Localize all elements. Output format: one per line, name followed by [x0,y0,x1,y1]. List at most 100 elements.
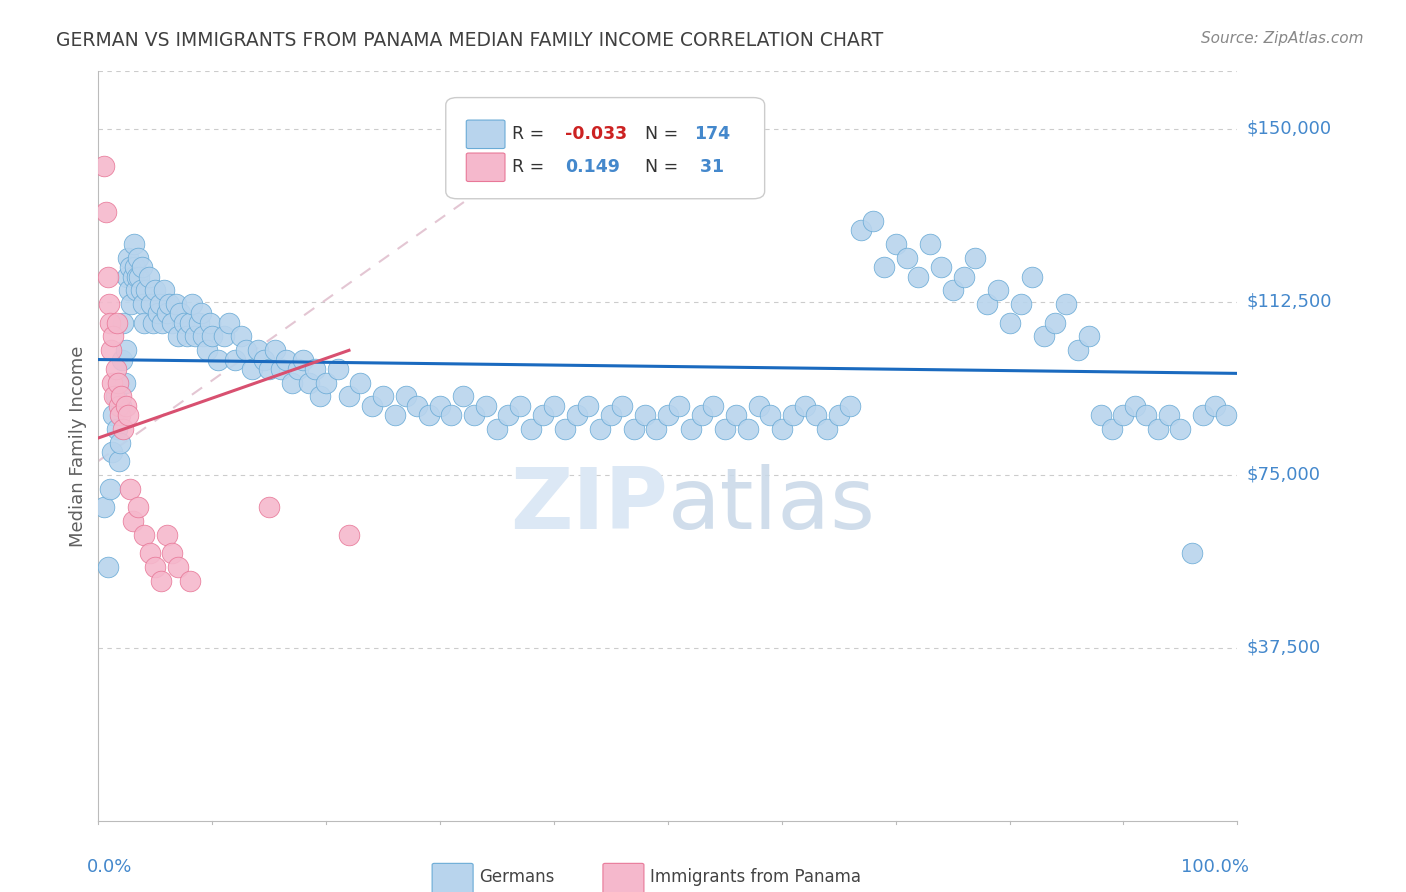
Point [1135,408,1157,422]
Text: Source: ZipAtlas.com: Source: ZipAtlas.com [1201,31,1364,46]
Point [114,343,136,358]
Point [486,422,509,436]
Point [252,352,274,367]
Point [173,316,195,330]
Point [395,389,418,403]
Point [127,251,149,265]
Point [360,399,382,413]
Point [337,528,360,542]
Point [98,482,121,496]
Point [96,560,118,574]
Point [120,482,142,496]
Point [153,284,176,298]
Point [292,352,315,367]
Point [179,316,201,330]
Point [103,329,125,343]
FancyBboxPatch shape [467,120,505,149]
Point [440,408,463,422]
Point [108,399,131,413]
Text: 0.0%: 0.0% [87,858,132,876]
FancyBboxPatch shape [432,863,472,892]
Text: Germans: Germans [479,868,554,886]
Point [114,376,136,390]
Point [165,297,187,311]
Point [114,399,136,413]
Point [112,316,135,330]
Point [657,408,679,422]
Point [218,316,240,330]
Point [737,422,759,436]
Point [96,269,118,284]
Point [259,500,281,514]
Point [828,408,851,422]
Point [1204,399,1226,413]
Point [588,422,610,436]
Point [1157,408,1180,422]
Text: atlas: atlas [668,465,876,548]
Point [337,389,360,403]
Point [193,329,215,343]
Point [1215,408,1237,422]
Point [142,316,165,330]
Point [149,297,172,311]
Point [156,306,179,320]
Point [104,389,127,403]
Text: GERMAN VS IMMIGRANTS FROM PANAMA MEDIAN FAMILY INCOME CORRELATION CHART: GERMAN VS IMMIGRANTS FROM PANAMA MEDIAN … [56,31,883,50]
Point [118,284,141,298]
Point [259,361,281,376]
Point [714,422,737,436]
Point [725,408,748,422]
Point [132,316,155,330]
Point [1054,297,1078,311]
Text: 31: 31 [695,158,724,176]
Point [1181,546,1204,560]
Point [105,422,128,436]
Point [326,361,349,376]
Text: 100.0%: 100.0% [1181,858,1249,876]
FancyBboxPatch shape [467,153,505,181]
Point [634,408,657,422]
Point [101,444,124,458]
Point [873,260,896,275]
Point [120,260,142,275]
Point [117,251,139,265]
Text: $37,500: $37,500 [1246,639,1320,657]
Point [907,269,929,284]
Point [463,408,485,422]
Point [128,269,150,284]
Point [104,361,127,376]
Point [146,306,169,320]
Point [127,269,149,284]
Point [498,408,520,422]
Text: 174: 174 [695,125,730,143]
Point [145,284,167,298]
Point [179,574,201,588]
Point [862,214,884,228]
Point [987,284,1010,298]
Point [965,251,987,265]
Point [157,297,180,311]
Text: 0.149: 0.149 [565,158,620,176]
Point [110,399,132,413]
Point [839,399,862,413]
Point [309,389,332,403]
Text: $112,500: $112,500 [1246,293,1331,311]
Point [138,269,160,284]
Point [1112,408,1135,422]
Point [121,269,143,284]
Point [195,343,218,358]
Point [107,376,129,390]
Point [509,399,531,413]
Point [129,284,152,298]
Point [371,389,394,403]
Point [759,408,782,422]
Text: ZIP: ZIP [510,465,668,548]
Point [108,435,131,450]
Point [180,297,202,311]
Point [115,269,138,284]
Point [953,269,976,284]
Point [270,361,292,376]
Point [162,546,184,560]
Text: $75,000: $75,000 [1246,466,1320,483]
Point [150,316,173,330]
